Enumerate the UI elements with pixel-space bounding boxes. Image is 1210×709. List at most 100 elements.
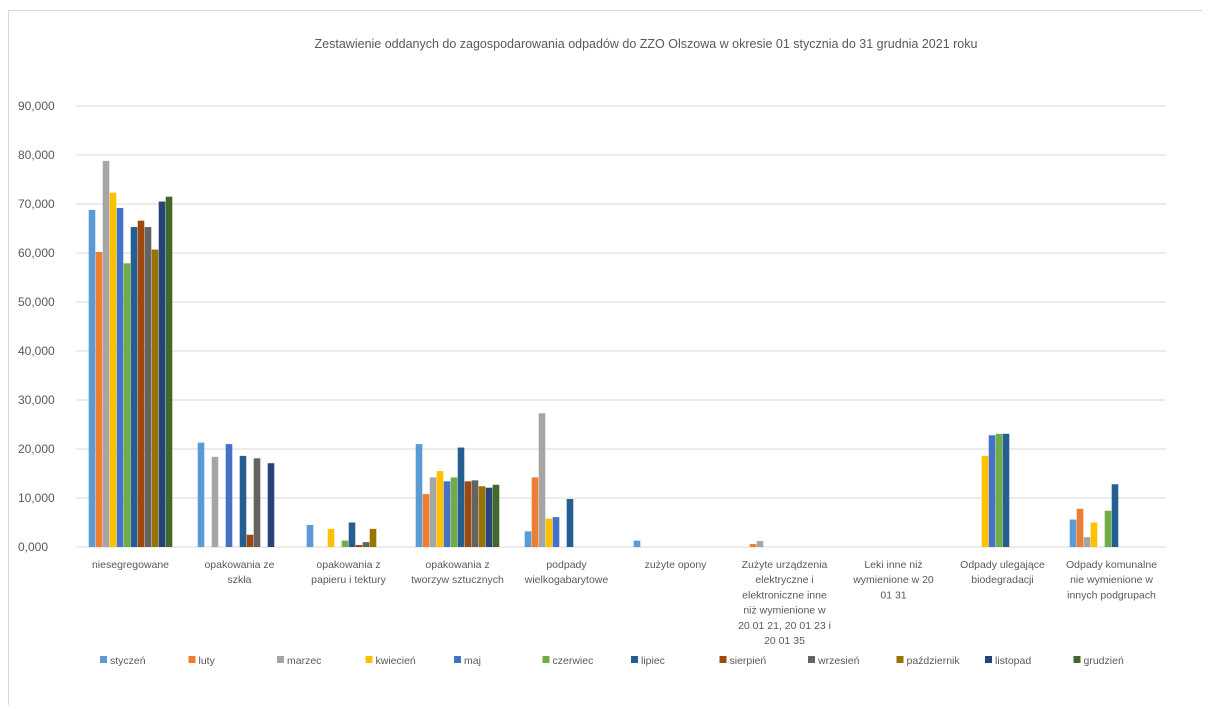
legend-swatch bbox=[808, 656, 815, 663]
bar bbox=[1002, 433, 1010, 547]
y-tick-label: 0,000 bbox=[18, 540, 48, 554]
legend-label: luty bbox=[199, 655, 216, 667]
bar bbox=[158, 201, 166, 548]
legend-swatch bbox=[365, 656, 373, 663]
y-tick-label: 40,000 bbox=[18, 344, 55, 358]
bar bbox=[1069, 519, 1077, 547]
legend-swatch bbox=[454, 656, 461, 663]
bar bbox=[137, 220, 145, 547]
x-tick-label: podpady wielkogabarytowe bbox=[524, 559, 609, 586]
x-tick-label: opakowania z tworzyw sztucznych bbox=[411, 559, 504, 586]
bar bbox=[327, 528, 335, 547]
bar bbox=[144, 227, 152, 547]
legend-label: kwiecień bbox=[376, 655, 416, 667]
bar bbox=[457, 447, 465, 547]
legend-label: lipiec bbox=[641, 655, 665, 667]
bar bbox=[524, 531, 532, 547]
bar bbox=[995, 433, 1003, 547]
bar bbox=[225, 444, 233, 547]
x-tick-label: zużyte opony bbox=[645, 559, 708, 571]
bar bbox=[348, 522, 356, 547]
bar bbox=[415, 444, 423, 547]
legend-swatch bbox=[542, 656, 550, 663]
bar bbox=[1083, 537, 1091, 547]
bar bbox=[492, 484, 500, 547]
x-tick-label: Zużyte urządzenia elektryczne i elektronic… bbox=[738, 559, 831, 647]
x-axis-ticks: niesegregowane opakowania ze szkła opakowan… bbox=[92, 559, 1157, 647]
y-tick-label: 90,000 bbox=[18, 99, 55, 113]
bar bbox=[341, 540, 349, 547]
y-tick-label: 10,000 bbox=[18, 491, 55, 505]
legend-label: wrzesień bbox=[817, 655, 860, 667]
legend-label: grudzień bbox=[1084, 655, 1124, 667]
bar bbox=[253, 458, 261, 547]
legend-swatch bbox=[100, 656, 107, 663]
bar bbox=[116, 207, 124, 548]
legend-label: maj bbox=[464, 655, 481, 667]
bars bbox=[88, 160, 1119, 548]
chart-title: Zestawienie oddanych do zagospodarowania… bbox=[315, 37, 978, 51]
bar bbox=[538, 413, 546, 547]
bar bbox=[211, 456, 219, 547]
bar bbox=[988, 435, 996, 547]
bar bbox=[102, 160, 110, 547]
bar bbox=[1076, 508, 1084, 547]
bar bbox=[749, 544, 757, 547]
bar bbox=[151, 249, 159, 547]
y-tick-label: 30,000 bbox=[18, 393, 55, 407]
x-tick-label: opakowania z papieru i tektury bbox=[311, 559, 386, 586]
legend-label: październik bbox=[907, 655, 961, 667]
bar bbox=[633, 540, 641, 547]
x-tick-label: niesegregowane bbox=[92, 559, 169, 571]
x-tick-label: Odpady ulegające biodegradacji bbox=[960, 559, 1045, 586]
bar bbox=[267, 463, 275, 547]
bar bbox=[464, 481, 472, 547]
y-tick-label: 80,000 bbox=[18, 148, 55, 162]
legend-swatch bbox=[896, 656, 904, 663]
bar bbox=[306, 524, 314, 547]
bar bbox=[362, 542, 370, 547]
legend: styczeń luty marzec kwiecień maj czerwiec lipi… bbox=[100, 655, 1124, 667]
bar bbox=[95, 252, 103, 547]
y-tick-label: 70,000 bbox=[18, 197, 55, 211]
bar bbox=[429, 477, 437, 547]
legend-label: styczeń bbox=[110, 655, 146, 667]
x-tick-label: Odpady komunalne nie wymienione w innych p… bbox=[1066, 559, 1157, 601]
bar bbox=[531, 477, 539, 547]
bar bbox=[1090, 522, 1098, 547]
legend-label: listopad bbox=[995, 655, 1031, 667]
bar bbox=[130, 227, 138, 547]
legend-label: sierpień bbox=[730, 655, 767, 667]
bar bbox=[355, 545, 363, 547]
bar bbox=[756, 541, 764, 547]
bar bbox=[88, 209, 96, 547]
x-tick-label: opakowania ze szkła bbox=[204, 559, 274, 586]
bar bbox=[109, 192, 117, 548]
x-tick-label: Leki inne niż wymienione w 20 01 31 bbox=[852, 559, 934, 601]
y-tick-label: 20,000 bbox=[18, 442, 55, 456]
y-tick-label: 50,000 bbox=[18, 295, 55, 309]
bar bbox=[369, 528, 377, 547]
legend-swatch bbox=[277, 656, 284, 663]
bar bbox=[545, 518, 553, 547]
legend-swatch bbox=[188, 656, 196, 663]
legend-swatch bbox=[985, 656, 992, 663]
bar bbox=[450, 477, 458, 547]
legend-label: czerwiec bbox=[553, 655, 594, 667]
legend-swatch bbox=[1073, 656, 1081, 663]
legend-label: marzec bbox=[287, 655, 321, 667]
chart-frame bbox=[8, 10, 1202, 705]
bar bbox=[566, 498, 574, 547]
bar bbox=[1104, 510, 1112, 547]
bar bbox=[165, 196, 173, 547]
gridlines bbox=[76, 105, 1166, 548]
y-tick-label: 60,000 bbox=[18, 246, 55, 260]
bar bbox=[981, 455, 989, 547]
bar bbox=[197, 442, 205, 547]
bar bbox=[436, 471, 444, 547]
bar bbox=[239, 455, 247, 547]
bar bbox=[1111, 484, 1119, 547]
bar bbox=[478, 486, 486, 547]
bar bbox=[246, 534, 254, 547]
